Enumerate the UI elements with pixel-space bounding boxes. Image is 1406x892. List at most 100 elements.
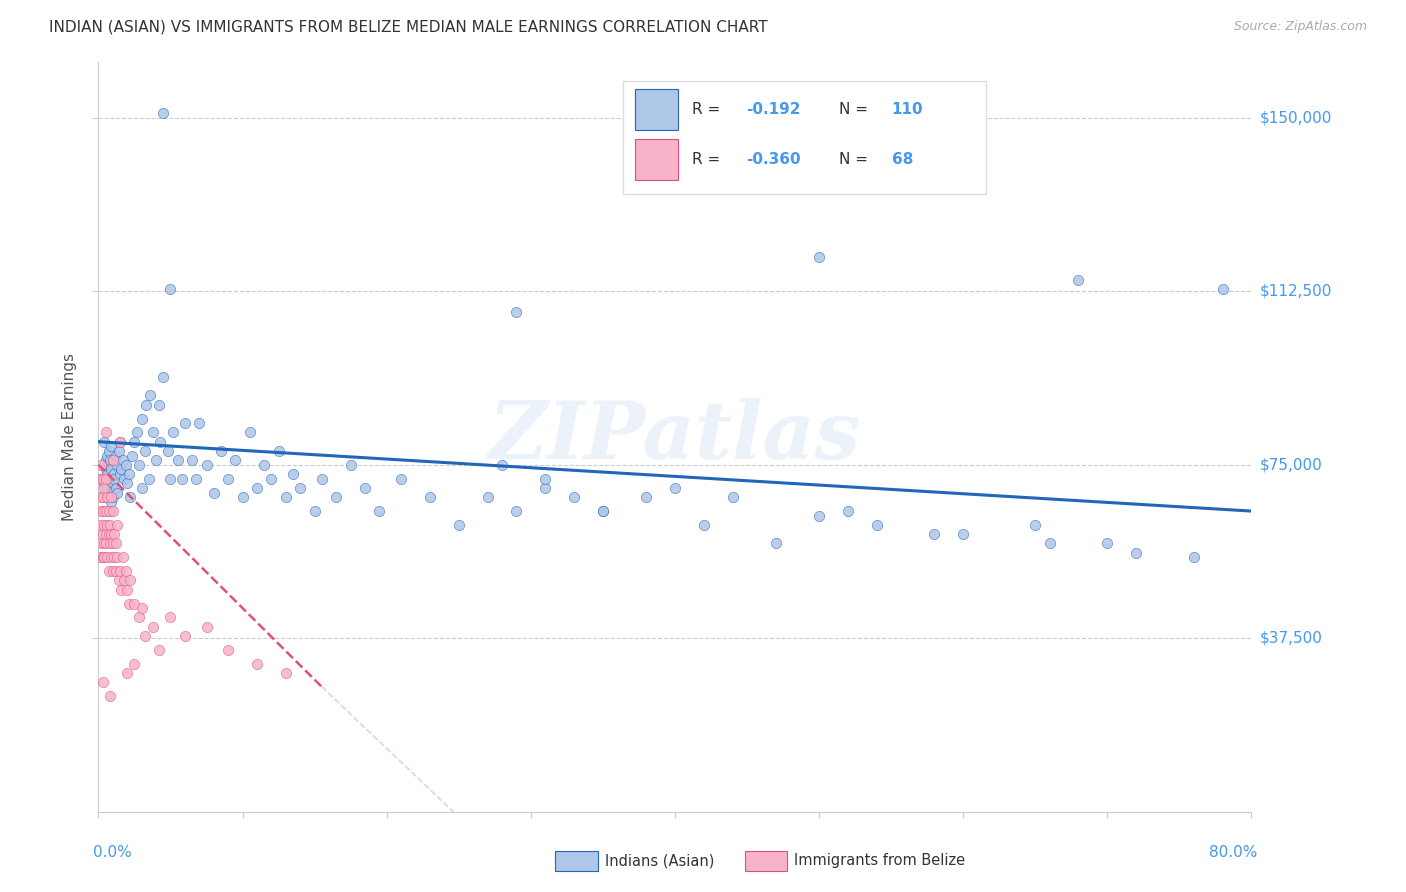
Point bbox=[91, 675, 114, 690]
Point bbox=[131, 411, 153, 425]
Point bbox=[108, 434, 131, 449]
Point bbox=[110, 462, 132, 476]
Point bbox=[274, 665, 297, 680]
Point bbox=[114, 458, 136, 472]
Point bbox=[96, 550, 118, 565]
Point bbox=[112, 472, 135, 486]
Point bbox=[100, 527, 122, 541]
Point bbox=[152, 370, 174, 384]
Point bbox=[181, 453, 204, 467]
Point bbox=[89, 550, 111, 565]
Text: $150,000: $150,000 bbox=[1260, 111, 1331, 126]
Point bbox=[105, 518, 128, 533]
Point bbox=[148, 398, 170, 412]
Point bbox=[94, 504, 117, 518]
Point bbox=[100, 490, 122, 504]
Point bbox=[91, 550, 114, 565]
Point bbox=[1125, 546, 1147, 560]
Point bbox=[93, 434, 115, 449]
Point bbox=[98, 518, 121, 533]
Point bbox=[100, 550, 122, 565]
Point bbox=[765, 536, 787, 550]
Point bbox=[325, 490, 347, 504]
Point bbox=[97, 504, 120, 518]
Point bbox=[100, 481, 122, 495]
Point bbox=[354, 481, 377, 495]
Point bbox=[98, 472, 121, 486]
Point bbox=[246, 657, 269, 671]
Point bbox=[118, 467, 141, 481]
Point bbox=[124, 434, 146, 449]
Point bbox=[117, 665, 139, 680]
Point bbox=[491, 458, 513, 472]
Point bbox=[105, 458, 128, 472]
Point bbox=[174, 416, 197, 430]
Point bbox=[103, 472, 125, 486]
Point bbox=[97, 458, 120, 472]
FancyBboxPatch shape bbox=[634, 139, 678, 180]
Point bbox=[562, 490, 585, 504]
Text: 80.0%: 80.0% bbox=[1209, 846, 1257, 861]
Text: $112,500: $112,500 bbox=[1260, 284, 1331, 299]
Point bbox=[1024, 518, 1046, 533]
Point bbox=[90, 472, 112, 486]
Point bbox=[101, 476, 124, 491]
Point bbox=[339, 458, 361, 472]
Point bbox=[389, 472, 412, 486]
Point bbox=[103, 527, 125, 541]
Point bbox=[837, 504, 859, 518]
Point bbox=[98, 453, 121, 467]
Point bbox=[97, 527, 120, 541]
Point bbox=[139, 388, 162, 402]
Point bbox=[93, 476, 115, 491]
Point bbox=[505, 504, 527, 518]
Point bbox=[224, 453, 246, 467]
Point bbox=[152, 106, 174, 120]
Point bbox=[98, 536, 121, 550]
Point bbox=[100, 495, 122, 509]
Point bbox=[128, 610, 150, 624]
Point bbox=[111, 550, 134, 565]
Text: R =: R = bbox=[692, 103, 725, 117]
Point bbox=[94, 536, 117, 550]
Point bbox=[104, 449, 127, 463]
Point bbox=[91, 458, 114, 472]
Point bbox=[174, 629, 197, 643]
Point bbox=[274, 490, 297, 504]
Point bbox=[534, 472, 557, 486]
Point bbox=[162, 425, 184, 440]
Text: 0.0%: 0.0% bbox=[93, 846, 131, 861]
Y-axis label: Median Male Earnings: Median Male Earnings bbox=[62, 353, 77, 521]
Point bbox=[120, 490, 142, 504]
Point bbox=[170, 472, 193, 486]
Point bbox=[91, 490, 114, 504]
Point bbox=[664, 481, 686, 495]
Point bbox=[104, 481, 127, 495]
Point bbox=[110, 582, 132, 597]
Point bbox=[239, 425, 262, 440]
Point bbox=[104, 536, 127, 550]
Point bbox=[93, 518, 115, 533]
Point bbox=[148, 643, 170, 657]
Point bbox=[96, 490, 118, 504]
Point bbox=[952, 527, 974, 541]
Point bbox=[93, 481, 115, 495]
Point bbox=[101, 564, 124, 578]
Point bbox=[96, 467, 118, 481]
Point bbox=[117, 582, 139, 597]
Point bbox=[101, 453, 124, 467]
Point bbox=[159, 610, 181, 624]
Text: 68: 68 bbox=[891, 153, 912, 168]
Point bbox=[636, 490, 658, 504]
Point bbox=[96, 481, 118, 495]
Point bbox=[103, 550, 125, 565]
Point bbox=[121, 449, 143, 463]
Point bbox=[89, 490, 111, 504]
Point bbox=[89, 518, 111, 533]
Point bbox=[156, 444, 179, 458]
Point bbox=[134, 629, 156, 643]
Point bbox=[90, 536, 112, 550]
Point bbox=[90, 458, 112, 472]
Point bbox=[195, 620, 218, 634]
Point bbox=[304, 504, 326, 518]
